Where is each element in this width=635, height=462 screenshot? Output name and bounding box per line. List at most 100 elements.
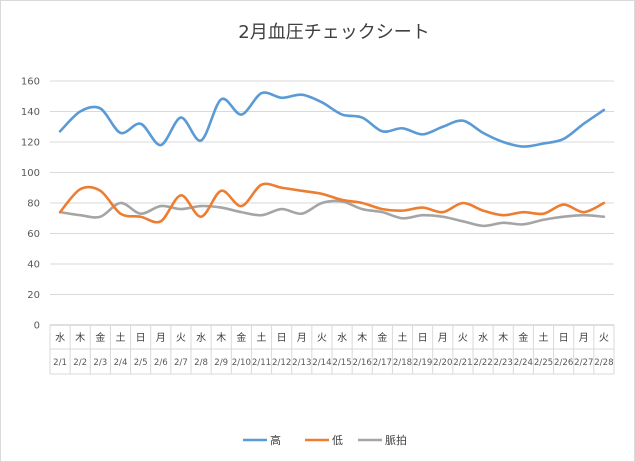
x-axis: 水木金土日月火水木金土日月火水木金土日月火水木金土日月火2/1 2/2 2/3 2/4… [49, 325, 615, 375]
data-point [582, 214, 585, 217]
data-point [99, 107, 102, 110]
data-point [139, 215, 142, 218]
data-point [240, 211, 243, 214]
data-point [542, 212, 545, 215]
data-point [603, 202, 606, 205]
data-point [159, 205, 162, 208]
data-point [119, 132, 122, 135]
data-point [159, 220, 162, 223]
x-date-label: 2/17 [373, 358, 392, 368]
y-tick-label: 40 [27, 260, 40, 271]
data-point [300, 190, 303, 193]
y-tick-label: 0 [34, 321, 40, 332]
data-point [79, 214, 82, 217]
x-date-label: 2/9 [214, 358, 228, 368]
data-point [220, 206, 223, 209]
x-date-label: 2/1 [53, 358, 67, 368]
x-day-label: 日 [418, 333, 428, 344]
data-point [421, 206, 424, 209]
data-point [381, 208, 384, 211]
x-date-label: 2/12 [272, 358, 291, 368]
data-point [59, 211, 62, 214]
data-point [260, 214, 263, 217]
data-point [341, 199, 344, 202]
data-point [200, 215, 203, 218]
x-day-label: 月 [156, 332, 166, 344]
data-point [280, 96, 283, 99]
series-points-2 [59, 200, 605, 227]
x-date-label: 2/28 [594, 358, 613, 368]
y-tick-label: 80 [27, 199, 40, 210]
series-line-1 [58, 182, 606, 224]
x-date-label: 2/24 [514, 358, 533, 368]
x-date-label: 2/22 [473, 358, 492, 368]
data-point [401, 127, 404, 130]
x-day-label: 金 [518, 331, 528, 344]
data-point [502, 222, 505, 225]
data-point [401, 209, 404, 212]
x-day-label: 日 [136, 333, 146, 344]
series-line-0 [58, 91, 606, 148]
data-point [482, 225, 485, 228]
series-points-0 [59, 92, 605, 148]
data-point [79, 188, 82, 191]
legend: 高 低 脈拍 [243, 433, 407, 447]
y-tick-label: 160 [21, 77, 40, 88]
data-point [441, 125, 444, 128]
legend-label: 低 [332, 434, 343, 447]
x-date-label: 2/25 [534, 358, 553, 368]
x-date-label: 2/5 [134, 358, 148, 368]
data-point [321, 202, 324, 205]
data-point [361, 208, 364, 211]
x-date-label: 2/16 [353, 358, 372, 368]
x-day-label: 土 [398, 331, 408, 344]
data-point [401, 217, 404, 220]
data-point [482, 132, 485, 135]
data-point [462, 202, 465, 205]
x-date-label: 2/11 [252, 358, 271, 368]
gridlines [50, 80, 614, 326]
data-point [562, 138, 565, 141]
x-date-label: 2/10 [232, 358, 251, 368]
data-point [280, 186, 283, 189]
data-point [421, 214, 424, 217]
x-day-label: 土 [539, 331, 549, 344]
x-day-label: 火 [458, 332, 468, 344]
x-day-label: 月 [579, 332, 589, 344]
x-day-label: 金 [377, 331, 387, 344]
x-date-label: 2/13 [292, 358, 311, 368]
x-date-label: 2/18 [393, 358, 412, 368]
data-point [381, 211, 384, 214]
data-point [522, 145, 525, 148]
data-point [99, 190, 102, 193]
y-tick-label: 20 [27, 290, 40, 301]
x-date-label: 2/21 [453, 358, 472, 368]
x-day-label: 日 [277, 333, 287, 344]
data-point [260, 183, 263, 186]
x-day-label: 水 [337, 332, 347, 344]
x-date-label: 2/2 [73, 358, 87, 368]
x-day-label: 火 [176, 332, 186, 344]
x-day-label: 日 [559, 333, 569, 344]
data-point [582, 211, 585, 214]
data-point [220, 98, 223, 101]
data-point [321, 193, 324, 196]
chart-title: 2月血圧チェックシート [238, 22, 429, 43]
x-day-label: 月 [438, 332, 448, 344]
data-point [341, 113, 344, 116]
data-point [321, 101, 324, 104]
x-day-label: 水 [55, 332, 65, 344]
data-point [603, 215, 606, 218]
data-point [462, 119, 465, 122]
data-point [582, 122, 585, 125]
data-point [180, 194, 183, 197]
data-point [139, 212, 142, 215]
x-day-label: 木 [357, 332, 367, 344]
data-point [260, 92, 263, 95]
x-day-label: 火 [317, 332, 327, 344]
series-line-2 [58, 199, 606, 228]
x-day-label: 月 [297, 332, 307, 344]
data-point [462, 220, 465, 223]
